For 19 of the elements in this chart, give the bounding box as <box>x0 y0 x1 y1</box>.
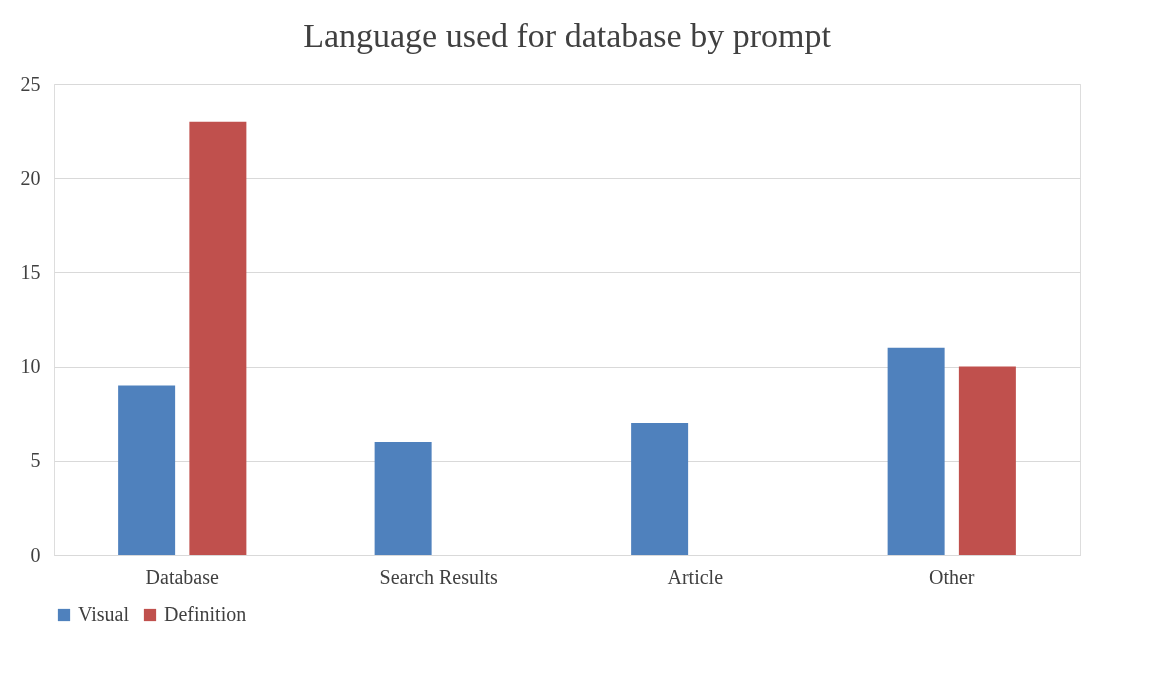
x-tick-label: Other <box>928 565 975 588</box>
legend-label: Definition <box>164 603 247 625</box>
x-tick-label: Database <box>145 565 220 588</box>
y-tick-label: 25 <box>20 72 41 95</box>
bar <box>887 347 945 555</box>
y-tick-label: 20 <box>20 166 41 189</box>
bar <box>189 121 247 555</box>
x-tick-label: Article <box>667 565 724 588</box>
y-tick-label: 15 <box>20 260 41 283</box>
y-tick-label: 10 <box>20 355 41 378</box>
bar <box>958 366 1016 555</box>
y-tick-label: 5 <box>30 449 41 472</box>
legend-label: Visual <box>78 603 130 625</box>
bar <box>374 441 432 555</box>
x-tick-label: Search Results <box>379 565 499 588</box>
y-tick-label: 0 <box>30 543 41 566</box>
chart-title: Language used for database by prompt <box>303 17 832 54</box>
bar <box>631 423 689 555</box>
bar <box>118 385 176 555</box>
